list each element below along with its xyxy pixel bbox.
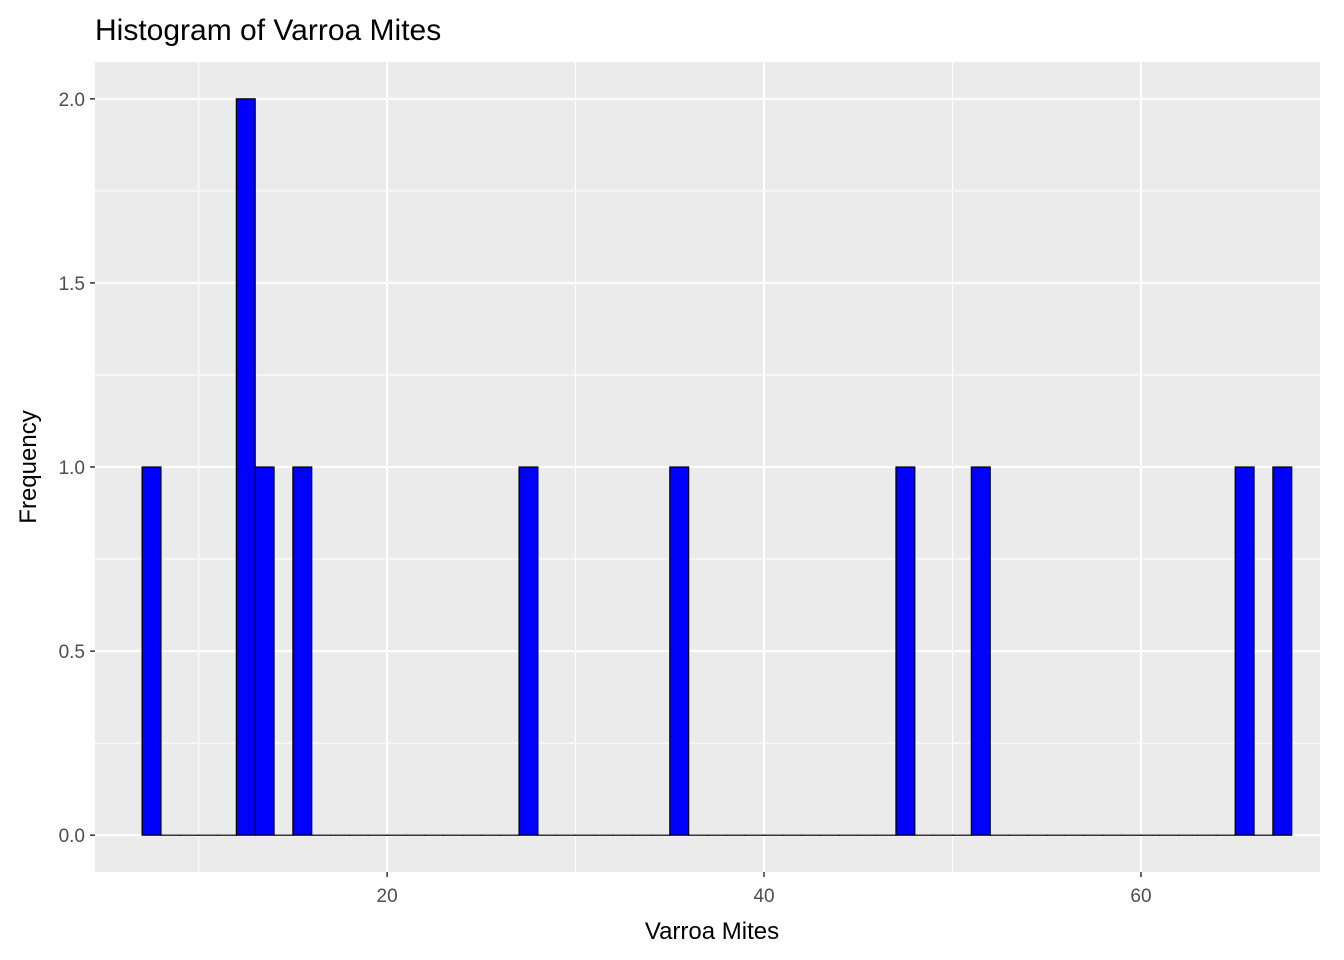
y-tick-label: 2.0 — [59, 90, 85, 111]
x-axis: 20 40 60 — [377, 872, 1152, 907]
histogram-bar — [518, 466, 539, 836]
x-tick-label: 60 — [1130, 886, 1151, 907]
histogram-bar — [1234, 466, 1255, 836]
histogram-bar — [1272, 466, 1293, 836]
histogram-bar — [235, 98, 256, 836]
x-tick-label: 40 — [753, 886, 774, 907]
y-tick-label: 1.0 — [59, 458, 85, 479]
y-tick-label: 1.5 — [59, 274, 85, 295]
y-axis: 0.0 0.5 1.0 1.5 2.0 — [59, 90, 95, 847]
histogram-bar — [254, 466, 275, 836]
y-tick-label: 0.5 — [59, 642, 85, 663]
histogram-bar — [970, 466, 991, 836]
y-axis-title: Frequency — [15, 410, 42, 523]
chart-title: Histogram of Varroa Mites — [95, 14, 441, 47]
y-tick-label: 0.0 — [59, 826, 85, 847]
histogram-bar — [292, 466, 313, 836]
histogram-bars — [141, 98, 1293, 836]
histogram-bar — [895, 466, 916, 836]
histogram-bar — [141, 466, 162, 836]
x-tick-label: 20 — [377, 886, 398, 907]
x-axis-title: Varroa Mites — [645, 918, 779, 945]
histogram-bar — [669, 466, 690, 836]
